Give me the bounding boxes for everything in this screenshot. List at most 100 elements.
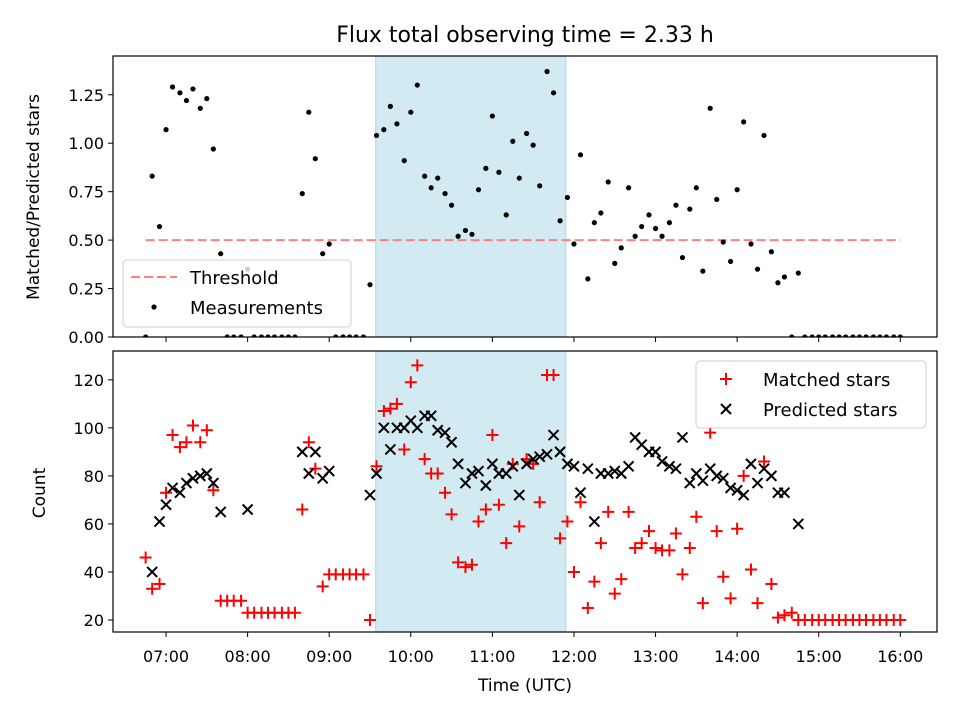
measurement-point	[544, 68, 550, 75]
measurement-point	[414, 82, 420, 88]
predicted-point	[724, 482, 737, 494]
measurement-point	[169, 84, 176, 90]
measurement-point	[646, 212, 652, 218]
chart-title: Flux total observing time = 2.33 h	[336, 23, 714, 48]
measurement-point	[537, 183, 543, 189]
x-tick-label: 14:00	[714, 647, 760, 666]
matched-point	[669, 527, 682, 540]
matched-point	[547, 369, 560, 382]
measurement-point	[524, 130, 530, 137]
measurement-point	[428, 185, 434, 191]
y-tick-label: 60	[84, 515, 104, 534]
measurement-point	[442, 190, 448, 197]
matched-point	[479, 503, 492, 516]
x-tick-label: 12:00	[551, 647, 597, 666]
measurement-point	[149, 173, 155, 179]
measurement-point	[870, 334, 876, 337]
measurement-point	[557, 218, 563, 224]
matched-point	[710, 525, 723, 538]
matched-point	[643, 525, 656, 538]
predicted-point	[602, 467, 614, 480]
axes-frame	[112, 350, 938, 633]
legend-matched-label: Matched stars	[763, 370, 890, 391]
matched-point	[513, 520, 526, 533]
predicted-point	[466, 467, 478, 480]
matched-point	[377, 405, 390, 418]
measurement-point	[659, 233, 665, 239]
matched-point	[472, 515, 485, 528]
matched-point	[160, 486, 173, 499]
measurement-point	[693, 185, 699, 191]
predicted-point	[622, 460, 635, 472]
matched-point	[635, 537, 648, 550]
matched-point	[200, 424, 213, 437]
matched-point	[663, 544, 676, 557]
y-tick-label: 40	[84, 563, 104, 582]
predicted-point	[507, 460, 519, 472]
measurement-point	[285, 334, 292, 337]
y-tick-label: 0.75	[68, 183, 104, 202]
matched-point	[765, 577, 778, 590]
measurement-point	[231, 334, 237, 337]
x-tick-label: 10:00	[388, 647, 434, 666]
matched-point	[594, 537, 607, 550]
legend-box	[695, 360, 927, 429]
matched-point	[465, 558, 478, 571]
matched-point	[622, 505, 635, 518]
matched-point	[608, 587, 621, 600]
measurement-point	[679, 254, 686, 261]
measurement-point	[503, 212, 509, 218]
measurement-point	[340, 334, 346, 337]
x-tick-label: 15:00	[796, 647, 842, 666]
predicted-point	[731, 484, 743, 497]
measurement-point	[591, 220, 597, 226]
measurement-point	[734, 187, 740, 193]
predicted-point	[670, 462, 682, 475]
matched-point	[615, 573, 628, 586]
predicted-point	[201, 467, 213, 480]
measurement-point	[312, 156, 318, 162]
predicted-point	[364, 489, 376, 501]
matched-point	[207, 484, 220, 497]
predicted-point	[792, 518, 805, 530]
plot-area	[139, 359, 907, 626]
predicted-point	[568, 460, 580, 472]
matched-point	[288, 606, 301, 619]
legend-threshold-label: Threshold	[189, 268, 279, 289]
predicted-point	[751, 477, 764, 489]
measurement-point	[687, 206, 693, 212]
x-tick-label: 16:00	[877, 647, 923, 666]
y-tick-label: 20	[84, 611, 104, 630]
y-tick-label: 0.25	[68, 280, 104, 299]
matched-point	[574, 496, 587, 509]
measurement-point	[218, 251, 224, 257]
predicted-point	[717, 472, 729, 484]
matched-point	[717, 570, 730, 583]
measurement-point	[850, 334, 856, 337]
y-tick-label: 120	[73, 371, 104, 390]
measurement-point	[394, 121, 400, 127]
predicted-point	[609, 465, 621, 477]
measurement-point	[768, 249, 774, 255]
observing-window-shade	[375, 55, 567, 338]
axes-frame	[112, 55, 938, 338]
measurement-point	[422, 173, 428, 179]
measurement-point	[210, 146, 216, 152]
matched-point	[452, 556, 465, 569]
measurement-point	[707, 105, 713, 111]
measurement-point	[843, 334, 849, 337]
measurement-point	[353, 334, 359, 337]
predicted-point	[520, 458, 533, 470]
measurement-point	[598, 210, 604, 216]
y-tick-label: 1.25	[68, 86, 104, 105]
matched-point	[180, 436, 193, 449]
matched-point	[384, 402, 397, 415]
matched-point	[744, 563, 757, 576]
measurement-point	[320, 251, 326, 257]
measurement-point	[163, 127, 169, 133]
measurement-point	[516, 175, 522, 181]
predicted-point	[370, 467, 383, 480]
measurement-point	[381, 127, 387, 133]
legend-matched-swatch	[720, 373, 732, 385]
